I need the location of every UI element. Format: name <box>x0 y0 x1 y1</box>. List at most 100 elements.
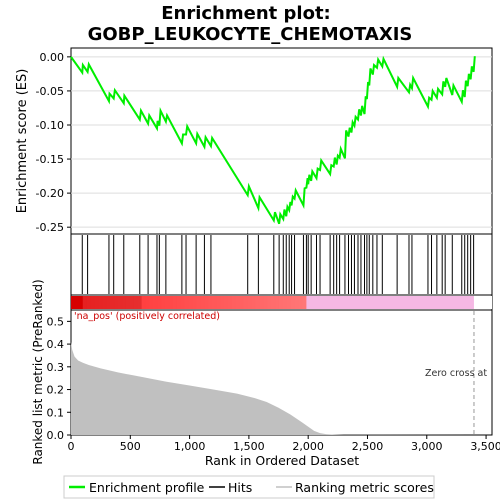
gradient-segment <box>94 296 100 309</box>
metric-y-ticks: 0.0 0.1 0.2 0.3 0.4 0.5 <box>47 315 71 442</box>
es-grid <box>71 56 492 228</box>
gradient-segment <box>212 296 217 309</box>
gradient-segment <box>216 296 221 309</box>
es-y-tick-label: -0.10 <box>36 119 64 132</box>
gradient-segment <box>82 296 88 309</box>
ranking-metric-area <box>71 341 474 435</box>
zero-cross-label: Zero cross at <box>425 368 487 379</box>
gradient-segment <box>137 296 143 309</box>
gradient-bar <box>71 296 492 309</box>
gradient-segment <box>125 296 131 309</box>
gradient-segment <box>275 296 280 309</box>
gradient-segment <box>184 296 190 309</box>
gradient-empty-segment <box>473 296 492 309</box>
gradient-segment <box>149 296 154 309</box>
metric-y-tick-label: 0.0 <box>47 429 65 442</box>
gradient-segment <box>78 296 84 309</box>
gradient-segment <box>263 296 268 309</box>
gradient-negative-segment <box>306 296 474 309</box>
x-tick-label: 1,000 <box>174 440 206 453</box>
legend: Enrichment profile Hits Ranking metric s… <box>63 475 435 499</box>
gradient-segment <box>129 296 135 309</box>
gradient-segment <box>235 296 241 309</box>
es-panel-frame <box>70 47 493 235</box>
gradient-segment <box>74 296 80 309</box>
es-y-tick-label: -0.25 <box>36 221 64 234</box>
legend-metric-label: Ranking metric scores <box>295 480 434 495</box>
gradient-segment <box>227 296 233 309</box>
metric-y-tick-label: 0.2 <box>47 384 65 397</box>
es-y-tick-label: 0.00 <box>40 51 65 64</box>
gradient-segment <box>302 296 308 309</box>
legend-hits-label: Hits <box>228 480 252 495</box>
gradient-segment <box>122 296 127 309</box>
chart-title-line1: Enrichment plot: <box>161 3 331 24</box>
gradient-segment <box>224 296 229 309</box>
es-y-tick-label: -0.20 <box>36 187 64 200</box>
gradient-segment <box>71 296 76 309</box>
gradient-segment <box>86 296 92 309</box>
gradient-segment <box>98 296 103 309</box>
metric-y-tick-label: 0.1 <box>47 406 65 419</box>
metric-y-axis-label: Ranked list metric (PreRanked) <box>31 279 45 464</box>
metric-y-tick-label: 0.3 <box>47 361 65 374</box>
gradient-segment <box>220 296 225 309</box>
x-tick-label: 0 <box>68 440 75 453</box>
gradient-segment <box>110 296 115 309</box>
metric-y-tick-label: 0.5 <box>47 315 65 328</box>
gradient-segment <box>267 296 272 309</box>
gradient-segment <box>271 296 276 309</box>
gradient-segment <box>90 296 96 309</box>
x-ticks: 0 500 1,000 1,500 2,000 2,500 3,000 3,500 <box>68 435 500 453</box>
gradient-segment <box>243 296 249 309</box>
gradient-segment <box>102 296 107 309</box>
gradient-segment <box>286 296 292 309</box>
es-y-tick-label: -0.15 <box>36 153 64 166</box>
gradient-segment <box>204 296 209 309</box>
x-tick-label: 3,000 <box>411 440 443 453</box>
x-axis-label: Rank in Ordered Dataset <box>205 453 359 468</box>
x-tick-label: 500 <box>120 440 141 453</box>
gradient-segment <box>278 296 284 309</box>
gradient-segment <box>259 296 264 309</box>
metric-y-tick-label: 0.4 <box>47 338 65 351</box>
legend-box <box>63 475 435 499</box>
gradient-segment <box>251 296 256 309</box>
gradient-segment <box>176 296 182 309</box>
gradient-segment <box>153 296 158 309</box>
gradient-segment <box>161 296 166 309</box>
enrichment-line <box>70 55 476 225</box>
gradient-segment <box>106 296 111 309</box>
gradient-segment <box>133 296 139 309</box>
gradient-segment <box>231 296 237 309</box>
es-y-ticks: 0.00 -0.05 -0.10 -0.15 -0.20 -0.25 <box>36 51 71 234</box>
gradient-segment <box>247 296 253 309</box>
legend-enrichment-label: Enrichment profile <box>89 480 205 495</box>
gradient-segment <box>180 296 186 309</box>
gradient-segment <box>169 296 174 309</box>
gradient-segment <box>298 296 304 309</box>
gradient-segment <box>173 296 178 309</box>
x-tick-label: 1,500 <box>233 440 265 453</box>
gradient-segment <box>192 296 198 309</box>
gradient-segment <box>200 296 205 309</box>
gradient-segment <box>255 296 260 309</box>
chart-title-line2: GOBP_LEUKOCYTE_CHEMOTAXIS <box>88 24 413 45</box>
gradient-segment <box>141 296 147 309</box>
metric-area <box>71 311 475 435</box>
gradient-segment <box>118 296 123 309</box>
gradient-segment <box>239 296 245 309</box>
es-y-axis-label: Enrichment score (ES) <box>15 69 30 214</box>
es-y-tick-label: -0.05 <box>36 85 64 98</box>
hit-markers <box>81 235 475 294</box>
gradient-segment <box>282 296 288 309</box>
enrichment-profile-line <box>70 55 476 225</box>
x-tick-label: 2,000 <box>292 440 324 453</box>
x-tick-label: 2,500 <box>352 440 384 453</box>
gradient-segment <box>145 296 151 309</box>
gradient-segment <box>294 296 300 309</box>
gradient-segment <box>114 296 119 309</box>
gradient-segment <box>290 296 296 309</box>
gradient-segment <box>196 296 202 309</box>
